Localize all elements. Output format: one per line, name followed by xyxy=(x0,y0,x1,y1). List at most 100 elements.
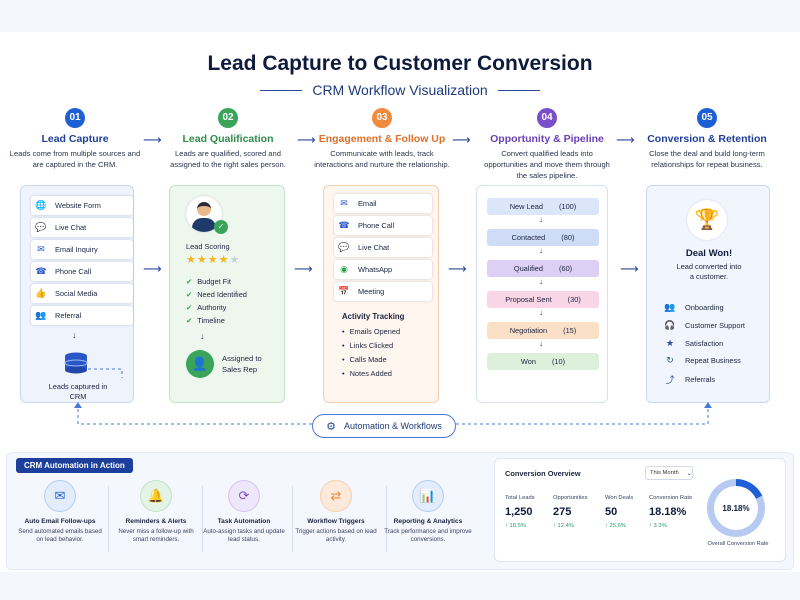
feature-workflow-triggers: ⇄ Workflow Triggers Trigger actions base… xyxy=(290,480,382,545)
star-icon: ★ xyxy=(665,338,675,348)
feature-auto-email: ✉ Auto Email Follow-ups Send automated e… xyxy=(14,480,106,545)
automation-workflows-pill[interactable]: ⚙ Automation & Workflows xyxy=(312,414,456,438)
arrow-right-icon: ⟶ xyxy=(297,132,316,147)
retention-onboarding: 👥 Onboarding xyxy=(664,302,724,312)
thumbs-up-icon: 👍 xyxy=(35,288,47,298)
step-title: Conversion & Retention xyxy=(647,133,767,145)
criterion-need: ✔ Need Identified xyxy=(186,290,247,299)
activity-tracking-title: Activity Tracking xyxy=(342,312,405,321)
channel-email: ✉ Email xyxy=(334,194,432,213)
activity-item: • Emails Opened xyxy=(342,327,401,336)
step-number: 03 xyxy=(372,108,392,128)
retention-satisfaction: ★ Satisfaction xyxy=(663,338,723,349)
step-description: Communicate with leads, track interactio… xyxy=(314,149,450,169)
automation-pill-label: Automation & Workflows xyxy=(344,421,442,431)
step-description: Close the deal and build long-term relat… xyxy=(649,149,765,169)
arrow-down-icon: ↓ xyxy=(539,308,543,317)
leads-captured-label: Leads captured in CRM xyxy=(48,382,108,401)
arrow-right-icon: ⟶ xyxy=(143,261,162,276)
donut-label: Overall Conversion Rate xyxy=(707,541,769,547)
step-number: 05 xyxy=(697,108,717,128)
step-number: 02 xyxy=(218,108,238,128)
step-2: 02 Lead Qualification Leads are qualifie… xyxy=(158,108,298,170)
arrow-right-icon: ⟶ xyxy=(294,261,313,276)
headset-icon: 🎧 xyxy=(664,320,676,330)
arrow-right-icon: ⟶ xyxy=(616,132,635,147)
source-phone-call: ☎ Phone Call xyxy=(31,262,133,281)
whatsapp-icon: ◉ xyxy=(340,264,348,274)
star-icon: ★ xyxy=(186,254,197,266)
stage-won: Won (10) xyxy=(487,353,599,370)
source-social-media: 👍 Social Media xyxy=(31,284,133,303)
step-5: 05 Conversion & Retention Close the deal… xyxy=(637,108,777,170)
bar-chart-icon: 📊 xyxy=(412,480,444,512)
lead-capture-card: 🌐 Website Form 💬 Live Chat ✉ Email Inquiry … xyxy=(20,185,134,403)
engagement-card: ✉ Email ☎ Phone Call 💬 Live Chat ◉ WhatsApp … xyxy=(323,185,439,403)
workflow-icon: ⇄ xyxy=(320,480,352,512)
user-icon: 👤 xyxy=(186,350,214,378)
step-title: Lead Qualification xyxy=(182,133,274,145)
arrow-right-icon: ⟶ xyxy=(452,132,471,147)
refresh-icon: ↻ xyxy=(666,355,674,365)
arrow-right-icon: ⟶ xyxy=(620,261,639,276)
period-select[interactable]: This Month ⌄ xyxy=(645,466,693,480)
activity-item: • Notes Added xyxy=(342,369,392,378)
stage-negotiation: Negotiation (15) xyxy=(487,322,599,339)
chat-icon: 💬 xyxy=(338,242,350,252)
chat-icon: 💬 xyxy=(35,222,47,232)
people-icon: 👥 xyxy=(664,302,676,312)
star-icon: ★ xyxy=(196,254,208,266)
check-icon: ✓ xyxy=(214,220,228,234)
deal-won-desc: Lead converted into a customer. xyxy=(676,262,742,282)
sync-icon: ⟳ xyxy=(228,480,260,512)
source-referral: 👥 Referral xyxy=(31,306,133,325)
conversion-donut: 18.18% xyxy=(707,479,765,537)
stage-contacted: Contacted (80) xyxy=(487,229,599,246)
assigned-label: Assigned to Sales Rep xyxy=(222,354,262,374)
source-live-chat: 💬 Live Chat xyxy=(31,218,133,237)
stage-proposal-sent: Proposal Sent (30) xyxy=(487,291,599,308)
rating-stars: ★★★★★ xyxy=(186,253,240,266)
trophy-icon: 🏆 xyxy=(687,200,727,240)
activity-item: • Links Clicked xyxy=(342,341,394,350)
check-circle-icon: ✔ xyxy=(186,290,193,299)
step-description: Leads come from multiple sources and are… xyxy=(9,149,141,169)
users-icon: 👥 xyxy=(35,310,47,320)
arrow-down-icon: ↓ xyxy=(539,246,543,255)
arrow-right-icon: ⟶ xyxy=(143,132,162,147)
stage-qualified: Qualified (60) xyxy=(487,260,599,277)
criterion-authority: ✔ Authority xyxy=(186,303,227,312)
database-icon xyxy=(64,352,88,374)
activity-item: • Calls Made xyxy=(342,355,387,364)
phone-icon: ☎ xyxy=(35,266,47,276)
bell-icon: 🔔 xyxy=(140,480,172,512)
overview-title: Conversion Overview xyxy=(505,469,581,478)
mail-icon: ✉ xyxy=(44,480,76,512)
arrow-down-icon: ↓ xyxy=(539,339,543,348)
feature-task-automation: ⟳ Task Automation Auto-assign tasks and … xyxy=(198,480,290,545)
subtitle-line-left xyxy=(260,89,303,91)
lead-qualification-card: ✓ Lead Scoring ★★★★★ ✔ Budget Fit ✔ Need I… xyxy=(169,185,285,403)
channel-meeting: 📅 Meeting xyxy=(334,282,432,301)
arrow-right-icon: ⟶ xyxy=(448,261,467,276)
star-empty-icon: ★ xyxy=(229,254,241,266)
page-subtitle: CRM Workflow Visualization xyxy=(312,82,488,98)
page-title: Lead Capture to Customer Conversion xyxy=(207,52,593,75)
divider xyxy=(108,486,109,552)
step-title: Opportunity & Pipeline xyxy=(490,133,604,145)
arrow-down-icon: ↓ xyxy=(72,330,77,340)
check-circle-icon: ✔ xyxy=(186,277,193,286)
step-title: Lead Capture xyxy=(41,133,109,145)
divider xyxy=(386,486,387,552)
retention-card: 🏆 Deal Won! Lead converted into a custom… xyxy=(646,185,770,403)
step-description: Convert qualified leads into opportuniti… xyxy=(484,149,610,180)
chevron-down-icon: ⌄ xyxy=(686,470,692,477)
star-icon: ★ xyxy=(218,254,230,266)
step-title: Engagement & Follow Up xyxy=(318,133,446,145)
arrow-down-icon: ↓ xyxy=(200,331,205,341)
star-icon: ★ xyxy=(207,254,219,266)
arrow-down-icon: ↓ xyxy=(539,277,543,286)
globe-icon: 🌐 xyxy=(35,200,47,210)
lead-scoring-label: Lead Scoring xyxy=(186,242,230,251)
criterion-budget: ✔ Budget Fit xyxy=(186,277,231,286)
